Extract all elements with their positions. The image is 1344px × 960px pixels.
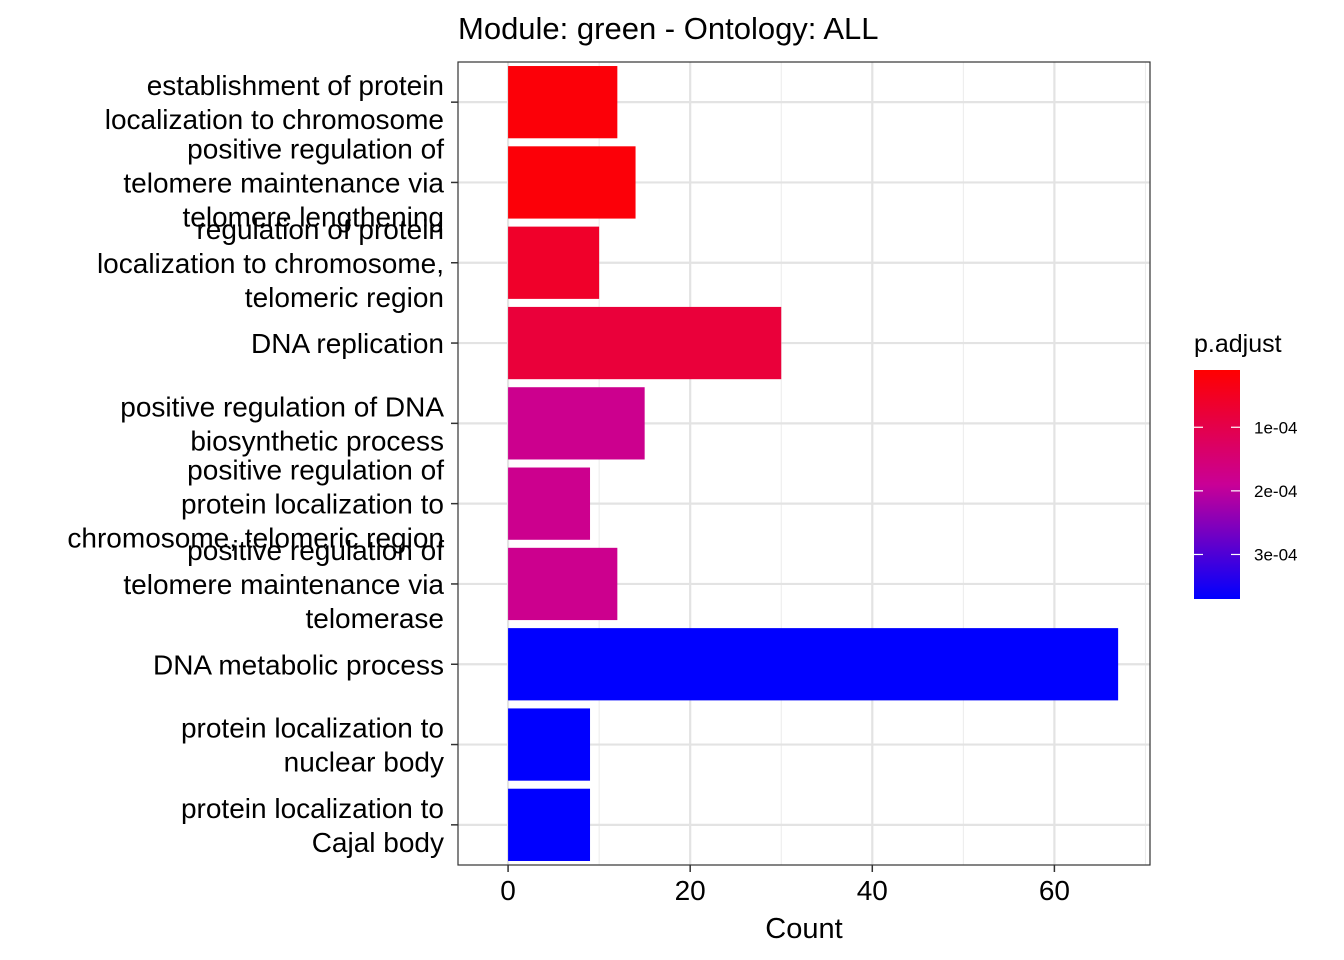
category-label: DNA metabolic process xyxy=(153,649,444,680)
legend-tick-label: 3e-04 xyxy=(1254,545,1297,564)
category-label: establishment of protein localization to … xyxy=(105,70,444,135)
category-label: regulation of protein localization to chr… xyxy=(97,214,444,313)
bar xyxy=(508,306,782,380)
y-axis: establishment of protein localization to … xyxy=(67,70,458,858)
category-label: positive regulation of protein localizati… xyxy=(67,455,444,554)
color-legend: p.adjust 1e-04 2e-04 3e-04 xyxy=(1194,330,1297,599)
bar xyxy=(508,387,645,460)
legend-title: p.adjust xyxy=(1194,330,1282,358)
bar xyxy=(508,547,618,621)
bar xyxy=(508,467,591,540)
x-tick-label: 60 xyxy=(1039,875,1070,906)
x-axis: 0 20 40 60 xyxy=(500,865,1070,906)
legend-colorbar xyxy=(1194,370,1240,599)
bar xyxy=(508,788,591,861)
legend-tick-label: 2e-04 xyxy=(1254,482,1297,501)
bar xyxy=(508,226,600,299)
bar xyxy=(508,708,591,781)
x-axis-title: Count xyxy=(765,913,842,945)
plot-panel-border xyxy=(457,61,1151,866)
category-label: positive regulation of DNA biosynthetic p… xyxy=(120,391,444,456)
category-label: positive regulation of telomere maintenan… xyxy=(123,133,444,232)
x-tick-label: 0 xyxy=(500,875,516,906)
chart-title: Module: green - Ontology: ALL xyxy=(458,11,878,46)
bar xyxy=(508,146,636,219)
category-label: protein localization to nuclear body xyxy=(181,713,444,778)
bar xyxy=(508,66,618,139)
bars-group xyxy=(508,66,1119,861)
legend-tick-label: 1e-04 xyxy=(1254,418,1297,437)
category-label: DNA replication xyxy=(251,328,444,359)
bar xyxy=(508,628,1119,701)
category-label: positive regulation of telomere maintenan… xyxy=(123,535,444,634)
x-tick-label: 40 xyxy=(857,875,888,906)
x-tick-label: 20 xyxy=(675,875,706,906)
category-label: protein localization to Cajal body xyxy=(181,793,444,858)
